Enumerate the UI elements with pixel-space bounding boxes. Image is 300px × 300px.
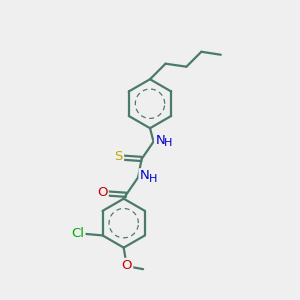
Text: N: N [140, 169, 149, 182]
Text: S: S [115, 150, 123, 163]
Text: H: H [164, 138, 173, 148]
Text: H: H [149, 174, 157, 184]
Text: Cl: Cl [71, 227, 84, 240]
Text: O: O [122, 259, 132, 272]
Text: O: O [97, 186, 107, 199]
Text: N: N [155, 134, 165, 147]
